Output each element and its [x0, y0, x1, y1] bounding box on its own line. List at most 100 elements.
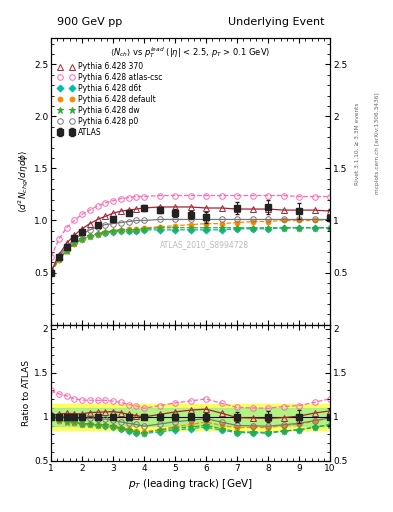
- Y-axis label: $\langle d^2 N_{chg}/d\eta d\phi \rangle$: $\langle d^2 N_{chg}/d\eta d\phi \rangle…: [17, 150, 31, 213]
- Pythia 6.428 p0: [297, 217, 301, 223]
- Pythia 6.428 atlas-csc: [64, 225, 69, 231]
- Pythia 6.428 dw: [64, 248, 69, 254]
- Pythia 6.428 370: [64, 240, 69, 246]
- Pythia 6.428 370: [235, 206, 239, 212]
- Pythia 6.428 atlas-csc: [188, 193, 193, 199]
- Pythia 6.428 atlas-csc: [49, 254, 53, 260]
- Pythia 6.428 p0: [111, 221, 116, 227]
- Pythia 6.428 p0: [64, 243, 69, 249]
- Pythia 6.428 370: [111, 210, 116, 216]
- Pythia 6.428 d6t: [134, 228, 139, 234]
- Pythia 6.428 default: [80, 236, 84, 242]
- Pythia 6.428 dw: [250, 225, 255, 231]
- Pythia 6.428 d6t: [126, 228, 131, 234]
- Line: Pythia 6.428 d6t: Pythia 6.428 d6t: [49, 225, 332, 275]
- Pythia 6.428 p0: [57, 254, 61, 260]
- Y-axis label: Ratio to ATLAS: Ratio to ATLAS: [22, 359, 31, 425]
- Pythia 6.428 370: [173, 204, 178, 210]
- Pythia 6.428 atlas-csc: [235, 193, 239, 199]
- Pythia 6.428 dw: [111, 228, 116, 234]
- Pythia 6.428 d6t: [157, 227, 162, 233]
- Pythia 6.428 atlas-csc: [103, 200, 108, 206]
- Pythia 6.428 370: [281, 207, 286, 213]
- Text: mcplots.cern.ch [arXiv:1306.3436]: mcplots.cern.ch [arXiv:1306.3436]: [375, 93, 380, 194]
- Pythia 6.428 default: [134, 226, 139, 232]
- Pythia 6.428 atlas-csc: [134, 194, 139, 200]
- Pythia 6.428 p0: [142, 218, 147, 224]
- Pythia 6.428 p0: [126, 219, 131, 225]
- Pythia 6.428 default: [95, 231, 100, 237]
- Pythia 6.428 d6t: [173, 227, 178, 233]
- Pythia 6.428 atlas-csc: [204, 193, 208, 199]
- Pythia 6.428 370: [57, 252, 61, 258]
- Pythia 6.428 default: [281, 218, 286, 224]
- Pythia 6.428 dw: [297, 225, 301, 231]
- Pythia 6.428 p0: [219, 217, 224, 223]
- Pythia 6.428 dw: [173, 225, 178, 231]
- Pythia 6.428 d6t: [64, 247, 69, 253]
- Pythia 6.428 d6t: [328, 225, 332, 231]
- Pythia 6.428 d6t: [250, 226, 255, 232]
- Pythia 6.428 p0: [134, 218, 139, 224]
- Pythia 6.428 atlas-csc: [88, 207, 92, 213]
- Text: $\langle N_{ch}\rangle$ vs $p_T^{lead}$ (|$\eta$| < 2.5, $p_T$ > 0.1 GeV): $\langle N_{ch}\rangle$ vs $p_T^{lead}$ …: [110, 46, 271, 60]
- Pythia 6.428 p0: [119, 220, 123, 226]
- Pythia 6.428 370: [119, 208, 123, 214]
- Pythia 6.428 dw: [126, 227, 131, 233]
- Pythia 6.428 default: [235, 220, 239, 226]
- Pythia 6.428 d6t: [88, 233, 92, 239]
- Pythia 6.428 p0: [235, 217, 239, 223]
- Pythia 6.428 d6t: [72, 240, 77, 246]
- Pythia 6.428 atlas-csc: [119, 196, 123, 202]
- Pythia 6.428 d6t: [57, 256, 61, 262]
- Pythia 6.428 370: [250, 206, 255, 212]
- Pythia 6.428 370: [142, 205, 147, 211]
- Pythia 6.428 d6t: [103, 230, 108, 236]
- Pythia 6.428 dw: [142, 226, 147, 232]
- Pythia 6.428 370: [95, 217, 100, 223]
- Pythia 6.428 d6t: [80, 236, 84, 242]
- Pythia 6.428 dw: [266, 225, 270, 231]
- Text: Underlying Event: Underlying Event: [228, 17, 325, 27]
- Pythia 6.428 default: [49, 269, 53, 275]
- Pythia 6.428 370: [328, 208, 332, 214]
- Pythia 6.428 dw: [134, 227, 139, 233]
- Pythia 6.428 dw: [103, 229, 108, 235]
- Pythia 6.428 dw: [204, 225, 208, 231]
- Pythia 6.428 d6t: [312, 225, 317, 231]
- Pythia 6.428 dw: [188, 225, 193, 231]
- Pythia 6.428 dw: [57, 256, 61, 262]
- Pythia 6.428 370: [103, 214, 108, 220]
- Pythia 6.428 default: [126, 226, 131, 232]
- Pythia 6.428 p0: [72, 236, 77, 242]
- Pythia 6.428 default: [204, 221, 208, 227]
- Pythia 6.428 default: [142, 225, 147, 231]
- Pythia 6.428 p0: [250, 217, 255, 223]
- Pythia 6.428 atlas-csc: [297, 194, 301, 200]
- Pythia 6.428 p0: [266, 217, 270, 223]
- Pythia 6.428 default: [188, 222, 193, 228]
- Pythia 6.428 d6t: [266, 226, 270, 232]
- Pythia 6.428 default: [72, 241, 77, 247]
- Pythia 6.428 default: [266, 219, 270, 225]
- Pythia 6.428 default: [103, 229, 108, 235]
- Line: Pythia 6.428 p0: Pythia 6.428 p0: [48, 217, 333, 274]
- Pythia 6.428 default: [88, 233, 92, 239]
- Pythia 6.428 atlas-csc: [142, 194, 147, 200]
- Pythia 6.428 p0: [88, 227, 92, 233]
- Pythia 6.428 dw: [95, 231, 100, 237]
- X-axis label: $p_T$ (leading track) [GeV]: $p_T$ (leading track) [GeV]: [128, 477, 253, 490]
- Pythia 6.428 d6t: [235, 226, 239, 232]
- Pythia 6.428 default: [297, 218, 301, 224]
- Pythia 6.428 p0: [188, 217, 193, 223]
- Pythia 6.428 default: [219, 221, 224, 227]
- Pythia 6.428 atlas-csc: [111, 198, 116, 204]
- Pythia 6.428 default: [64, 248, 69, 254]
- Pythia 6.428 d6t: [111, 229, 116, 235]
- Pythia 6.428 370: [219, 205, 224, 211]
- Pythia 6.428 p0: [312, 217, 317, 223]
- Legend: Pythia 6.428 370, Pythia 6.428 atlas-csc, Pythia 6.428 d6t, Pythia 6.428 default: Pythia 6.428 370, Pythia 6.428 atlas-csc…: [58, 62, 163, 137]
- Pythia 6.428 atlas-csc: [312, 194, 317, 200]
- Line: Pythia 6.428 dw: Pythia 6.428 dw: [48, 224, 334, 276]
- Pythia 6.428 d6t: [142, 227, 147, 233]
